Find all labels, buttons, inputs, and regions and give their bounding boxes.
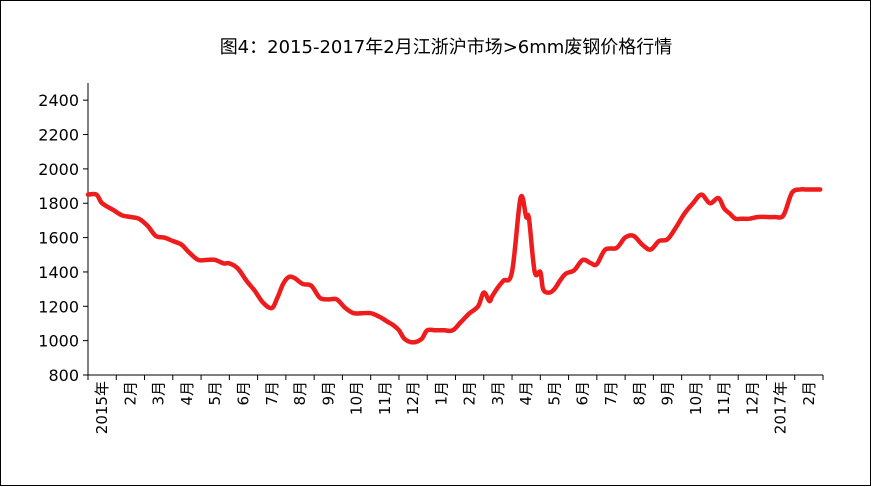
y-tick-label-2000: 2000: [38, 160, 79, 179]
y-tick-label-1600: 1600: [38, 229, 79, 248]
x-tick-label-2: 3月: [150, 381, 168, 406]
y-tick-label-1400: 1400: [38, 263, 79, 282]
series-line-0: [85, 186, 823, 345]
y-tick-label-2200: 2200: [38, 126, 79, 145]
x-tick-label-9: 10月: [348, 381, 366, 415]
x-tick-label-5: 6月: [234, 381, 252, 406]
x-tick-label-24: 2017年: [772, 381, 790, 434]
x-tick-label-1: 2月: [121, 381, 139, 406]
x-tick-label-18: 7月: [602, 381, 620, 406]
y-tick-label-1800: 1800: [38, 194, 79, 213]
y-tick-label-800: 800: [48, 366, 79, 385]
x-tick-label-4: 5月: [206, 381, 224, 406]
x-tick-label-3: 4月: [178, 381, 196, 406]
x-tick-label-11: 12月: [404, 381, 422, 415]
x-tick-label-16: 5月: [545, 381, 563, 406]
x-tick-label-22: 11月: [715, 381, 733, 415]
x-tick-label-10: 11月: [376, 381, 394, 415]
x-tick-label-20: 9月: [659, 381, 677, 406]
x-tick-label-25: 2月: [800, 381, 818, 406]
x-tick-label-7: 8月: [291, 381, 309, 406]
x-tick-label-0: 2015年: [93, 381, 111, 434]
x-tick-label-13: 2月: [461, 381, 479, 406]
y-tick-label-1200: 1200: [38, 297, 79, 316]
x-tick-label-15: 4月: [517, 381, 535, 406]
y-tick-label-1000: 1000: [38, 332, 79, 351]
x-tick-label-8: 9月: [319, 381, 337, 406]
x-tick-label-19: 8月: [630, 381, 648, 406]
x-tick-label-12: 1月: [432, 381, 450, 406]
plot-area: 800 1000 1200 1400 1600 1800 2000 2200 2400 2015年…: [38, 83, 824, 434]
x-tick-label-17: 6月: [574, 381, 592, 406]
x-tick-label-23: 12月: [743, 381, 761, 415]
x-tick-label-6: 7月: [263, 381, 281, 406]
chart-title: 图4：2015-2017年2月江浙沪市场>6mm废钢价格行情: [220, 37, 673, 58]
x-tick-label-21: 10月: [687, 381, 705, 415]
x-tick-label-14: 3月: [489, 381, 507, 406]
y-tick-label-2400: 2400: [38, 91, 79, 110]
